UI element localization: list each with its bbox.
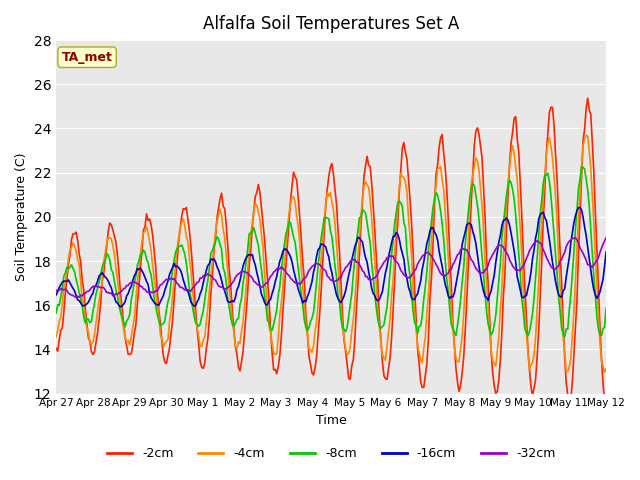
Legend: -2cm, -4cm, -8cm, -16cm, -32cm: -2cm, -4cm, -8cm, -16cm, -32cm bbox=[102, 442, 560, 465]
Y-axis label: Soil Temperature (C): Soil Temperature (C) bbox=[15, 153, 28, 281]
Title: Alfalfa Soil Temperatures Set A: Alfalfa Soil Temperatures Set A bbox=[203, 15, 460, 33]
Text: TA_met: TA_met bbox=[61, 51, 113, 64]
X-axis label: Time: Time bbox=[316, 414, 346, 427]
